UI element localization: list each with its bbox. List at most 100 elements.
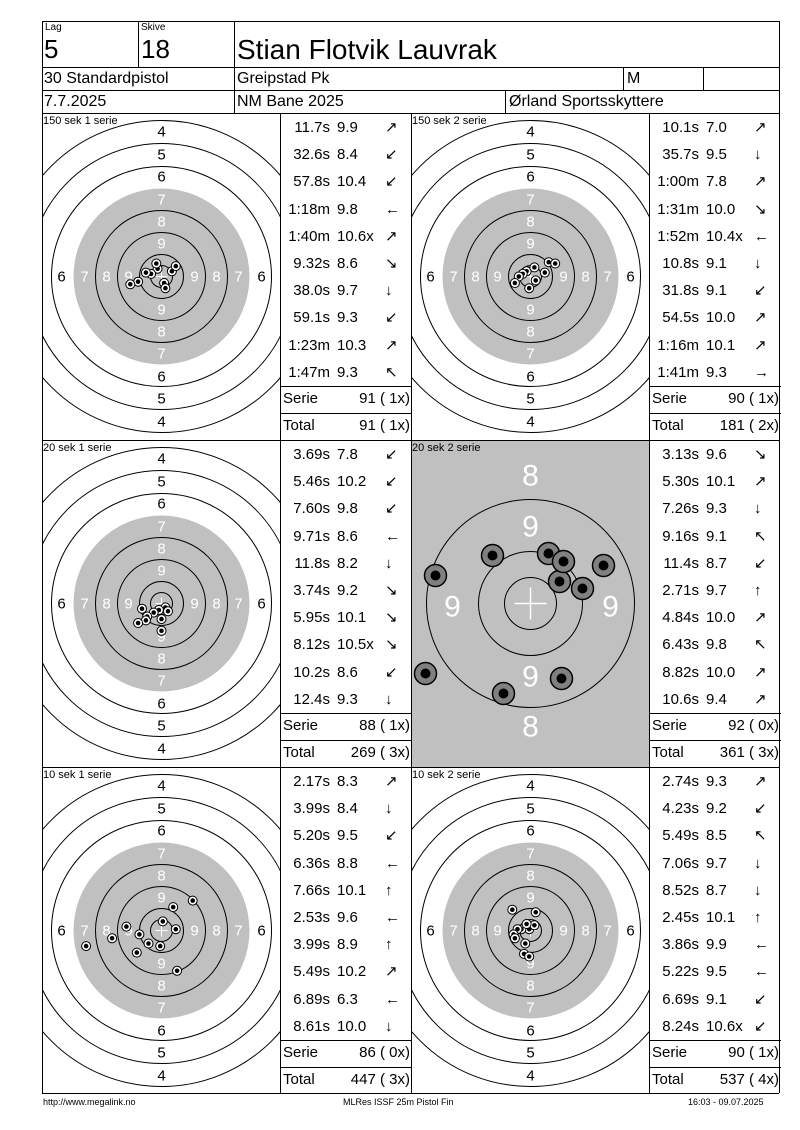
serie-row: Serie 90 ( 1x) [652, 390, 779, 408]
ring-number: 9 [522, 661, 539, 694]
ring-number: 8 [212, 269, 220, 286]
shot-score: 9.8 [706, 636, 727, 654]
discipline: 30 Standardpistol [44, 70, 169, 87]
bullet-hole [157, 943, 163, 949]
shot-row: 10.6s 9.4 ↗ [650, 691, 781, 709]
shot-score: 10.2 [337, 473, 367, 491]
shot-direction-icon: ↖ [754, 527, 767, 545]
shot-row: 32.6s 8.4 ↙ [281, 146, 412, 164]
shot-direction-icon: ↓ [385, 690, 393, 708]
ring-number: 5 [526, 801, 534, 818]
shot-row: 1:41m 9.3 → [650, 364, 781, 382]
shot-row: 5.22s 9.5 ← [650, 963, 781, 981]
shot-row: 1:40m 10.6x ↗ [281, 228, 412, 246]
shot-direction-icon: ← [754, 963, 769, 981]
ring-number: 8 [212, 596, 220, 613]
shot-time: 54.5s [662, 309, 699, 327]
ring-number: 8 [102, 596, 110, 613]
serie-value: 88 ( 1x) [359, 717, 410, 734]
shot-row: 1:23m 10.3 ↗ [281, 337, 412, 355]
shot-score: 9.6 [706, 446, 727, 463]
bullet-hole [546, 259, 551, 265]
shot-row: 11.7s 9.9 ↗ [281, 119, 412, 137]
ring-number: 9 [526, 956, 534, 973]
shot-score: 8.6 [337, 527, 358, 545]
total-label: Total [283, 1071, 315, 1088]
shot-row: 59.1s 9.3 ↙ [281, 309, 412, 327]
shot-score: 10.0 [706, 609, 736, 627]
total-row: Total 537 ( 4x) [652, 1071, 779, 1089]
footer-url[interactable]: http://www.megalink.no [43, 1097, 136, 1107]
shot-score: 10.0 [706, 663, 736, 681]
bullet-hole [516, 274, 522, 279]
shot-score: 8.4 [337, 146, 358, 164]
ring-number: 9 [493, 923, 501, 940]
shot-row: 54.5s 10.0 ↗ [650, 309, 781, 327]
shot-time: 1:23m [288, 336, 330, 354]
ring-number: 6 [157, 496, 165, 513]
shot-direction-icon: ↓ [754, 255, 762, 272]
shot-score: 10.4 [337, 173, 367, 191]
total-row: Total 269 ( 3x) [283, 744, 410, 762]
shot-time: 4.84s [662, 609, 699, 627]
bullet-hole [146, 941, 151, 946]
shot-row: 5.95s 10.1 ↘ [281, 609, 412, 627]
total-value: 361 ( 3x) [719, 744, 779, 761]
shot-score: 9.3 [337, 363, 358, 381]
ring-number: 8 [581, 269, 589, 286]
shot-score: 8.3 [337, 773, 358, 790]
shot-direction-icon: ↙ [385, 663, 398, 681]
shot-score: 7.0 [706, 119, 727, 136]
shot-score: 9.1 [706, 990, 727, 1008]
shot-score: 9.7 [706, 582, 727, 599]
total-label: Total [652, 417, 684, 434]
shot-direction-icon: ↗ [754, 473, 767, 491]
shot-score: 10.0 [706, 309, 736, 327]
shot-score: 8.6 [337, 255, 358, 272]
ring-number: 7 [449, 269, 457, 286]
shot-time: 4.23s [662, 800, 699, 818]
shot-score: 9.9 [337, 119, 358, 136]
total-value: 537 ( 4x) [719, 1071, 779, 1088]
shot-score: 9.7 [337, 282, 358, 300]
bullet-hole [173, 263, 179, 269]
shot-score: 9.7 [706, 854, 727, 872]
ring-number: 9 [190, 269, 198, 286]
total-label: Total [652, 744, 684, 761]
ring-number: 9 [444, 591, 461, 624]
shot-time: 12.4s [293, 690, 330, 708]
ring-number: 6 [526, 1023, 534, 1040]
ring-number: 8 [157, 868, 165, 885]
ring-number: 7 [526, 346, 534, 363]
ring-number: 9 [526, 236, 534, 253]
ring-number: 4 [526, 124, 534, 141]
shot-time: 2.53s [293, 909, 330, 926]
ring-number: 9 [522, 511, 539, 544]
ring-number: 4 [526, 1068, 534, 1085]
shot-score: 9.2 [706, 800, 727, 818]
shot-score: 7.8 [337, 446, 358, 463]
shot-row: 5.49s 10.2 ↗ [281, 963, 412, 981]
ring-number: 8 [102, 923, 110, 940]
shot-direction-icon: ↙ [385, 500, 398, 518]
serie-row: Serie 90 ( 1x) [652, 1044, 779, 1062]
bullet-hole [190, 898, 195, 903]
ring-number: 7 [526, 1000, 534, 1017]
shot-direction-icon: ↑ [754, 909, 762, 926]
shot-score: 9.9 [706, 936, 727, 954]
shot-direction-icon: ↙ [754, 282, 767, 300]
shot-score: 8.6 [337, 663, 358, 681]
shot-score: 8.7 [706, 554, 727, 572]
shot-time: 10.6s [662, 690, 699, 708]
shot-direction-icon: ↘ [385, 636, 398, 654]
skive-value: 18 [141, 34, 170, 64]
serie-row: Serie 86 ( 0x) [283, 1044, 410, 1062]
ring-number: 6 [257, 269, 265, 286]
bullet-hole [524, 921, 529, 927]
shot-score: 10.3 [337, 336, 367, 354]
ring-number: 4 [157, 451, 165, 468]
shot-score: 8.5 [706, 827, 727, 845]
ring-number: 6 [426, 923, 434, 940]
